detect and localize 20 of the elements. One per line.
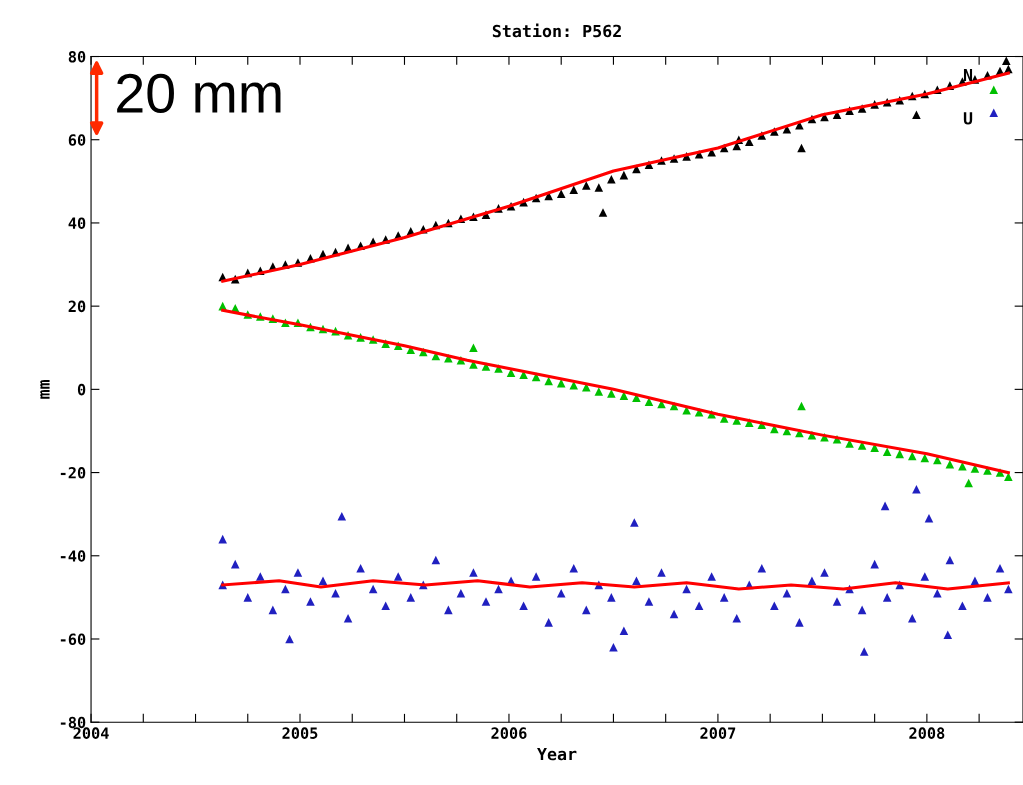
y-tick-label: 0	[77, 383, 86, 396]
annotation: 20 mm	[117, 73, 281, 114]
y-tick-label: 60	[68, 134, 86, 146]
annotation: U	[963, 112, 973, 125]
y-tick-label: -60	[60, 633, 86, 646]
y-tick-label: 40	[68, 217, 86, 229]
y-tick-label: -40	[60, 550, 86, 562]
y-tick-label: -20	[60, 467, 86, 479]
y-tick-label: 20	[68, 300, 86, 313]
y-tick-label: -80	[60, 716, 86, 729]
annotation: N	[963, 68, 973, 82]
x-tick-label: 2008	[909, 727, 945, 739]
x-axis-title: Year	[537, 747, 577, 761]
chart-title: Station: P562	[492, 23, 621, 38]
x-tick-label: 2004	[73, 727, 109, 739]
x-tick-label: 2006	[491, 727, 527, 739]
y-axis-title: mm	[40, 379, 50, 399]
y-tick-label: 80	[68, 50, 86, 63]
x-tick-label: 2005	[282, 727, 318, 739]
x-tick-label: 2007	[700, 727, 736, 739]
